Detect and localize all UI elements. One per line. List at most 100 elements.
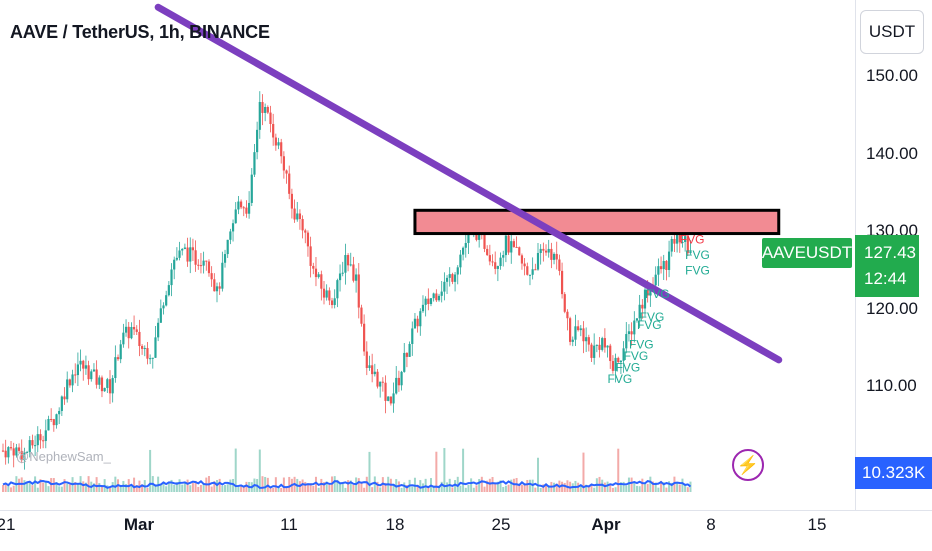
volume-bar [456,476,459,492]
volume-bar [197,486,200,492]
volume-bar [446,482,449,492]
resistance-zone [413,208,781,236]
fvg-marker: FVG [680,233,705,247]
candle-body [330,300,334,305]
candle-body [686,236,689,254]
volume-bar [165,486,168,492]
price-tick-label: 150.00 [866,66,918,85]
volume-bar [213,481,216,492]
candle-body [512,241,516,247]
candle-body [622,348,625,361]
candle-body [290,193,293,209]
volume-bar [622,481,625,492]
candle-body [617,357,620,363]
volume-bar [649,476,652,492]
volume-bar [194,480,197,492]
trendline [154,3,783,364]
candle-body [25,451,29,453]
candle-body [571,339,574,342]
volume-bar [344,487,347,492]
volume-bar [23,480,26,492]
candle-body [413,318,417,329]
volume-bar [475,485,478,492]
candle-body [395,377,398,394]
candle-body [205,260,208,262]
candle-body [253,152,256,175]
candle-body [563,294,566,312]
volume-bar [100,484,103,492]
volume-bar [333,476,336,492]
volume-bar [454,480,457,492]
candle-body [494,262,497,269]
candle-body [662,260,665,270]
bolt-icon[interactable]: ⚡ [732,449,764,481]
candle-body [486,248,489,256]
candle-body [272,123,275,138]
volume-bar [186,479,189,492]
candle-body [437,295,441,301]
volume-bar [66,483,69,492]
volume-bar [673,476,676,492]
candle-body [606,345,609,348]
candle-body [526,266,529,275]
candle-body [397,377,400,386]
candle-body [456,267,459,275]
volume-bar [44,482,47,492]
candle-body [657,266,660,275]
volume-bar [304,481,307,492]
time-axis[interactable] [0,510,932,551]
candle-body [598,344,601,350]
fvg-marker: FVG [640,310,665,324]
candle-body [531,269,534,275]
volume-bar [323,482,325,492]
volume-bar [427,486,430,492]
volume-bar [502,487,505,492]
time-tick-label: 21 [0,515,16,534]
fvg-marker: FVG [685,264,710,278]
candle-body [79,360,82,365]
candle-body [595,344,598,346]
volume-bar [486,480,489,492]
candle-body [667,251,671,270]
price-tick-label: 120.00 [866,298,918,318]
candle-body [515,246,518,248]
candle-body [23,452,26,461]
candle-body [157,322,160,338]
candle-body [149,358,152,360]
volume-bar [226,484,229,492]
volume-bar [74,482,77,492]
candle-body [520,255,524,264]
candle-body [405,352,409,357]
volume-bar [507,484,510,492]
volume-bar [12,485,15,492]
candle-body [74,374,77,376]
candle-body [336,280,339,299]
volume-bar [306,484,309,492]
volume-bar [534,487,537,492]
currency-button[interactable]: USDT [860,10,924,54]
candle-body [68,379,71,386]
candle-body [202,260,205,266]
chart-area[interactable]: FVG FVG FVG FVG FVG FVG FVG FVG FVG FVG AAVE / Te… [0,0,855,510]
candle-body [58,410,61,415]
volume-bar [245,481,248,492]
volume-bar [611,487,614,492]
candle-body [60,396,63,411]
candle-body [20,450,23,461]
volume-bar [325,481,328,492]
candle-body [400,371,403,386]
volume-bar [520,484,523,492]
candle-body [71,374,74,386]
candle-body [587,337,590,345]
candle-body [424,298,427,305]
volume-bar [384,482,387,492]
volume-bar [68,484,71,492]
candle-body [577,326,580,331]
candle-body [582,328,585,342]
candle-body [261,102,264,113]
price-tick-label: 110.00 [866,376,917,395]
candle-body [119,344,122,360]
volume-bar [360,482,363,492]
volume-bar [526,479,529,492]
